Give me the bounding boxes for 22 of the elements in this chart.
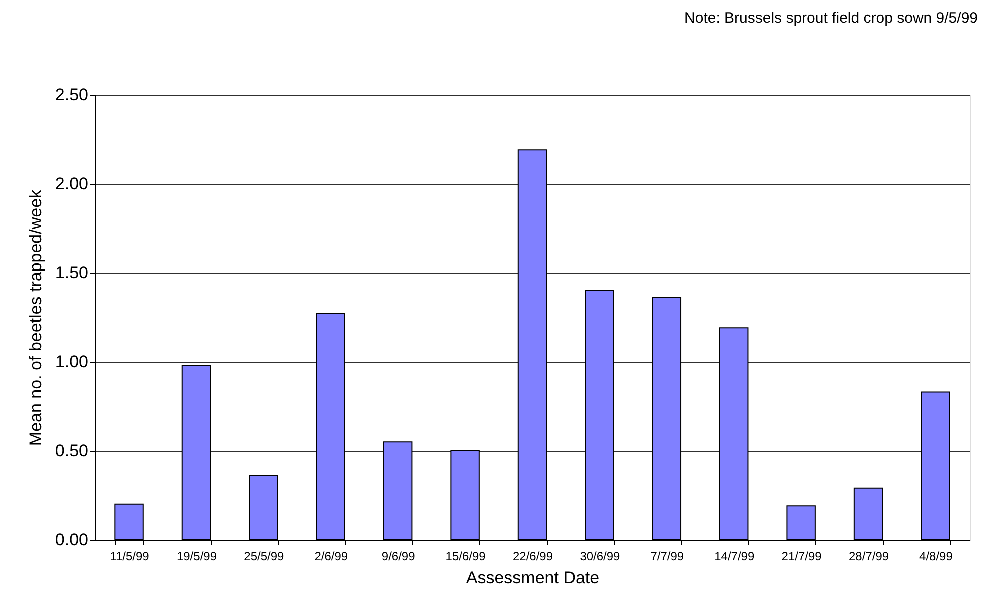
y-axis-title: Mean no. of beetles trapped/week	[26, 189, 46, 446]
x-tick-label: 14/7/99	[714, 550, 755, 564]
x-tick-label: 30/6/99	[580, 550, 621, 564]
x-tick-label: 19/5/99	[176, 550, 218, 564]
x-tick-label: 2/6/99	[314, 550, 348, 564]
text: Note: Brussels sprout field crop sown 9/5/99	[684, 10, 978, 27]
x-tick-label: 4/8/99	[920, 550, 954, 564]
y-tick-label: 2.00	[55, 174, 88, 194]
x-tick-label: 7/7/99	[650, 550, 684, 564]
x-tick-label: 15/6/99	[446, 550, 486, 564]
x-axis-title: Assessment Date	[466, 568, 600, 588]
x-tick-label: 21/7/99	[782, 550, 822, 564]
y-tick-label: 0.00	[55, 530, 88, 550]
x-tick-label: 11/5/99	[110, 550, 150, 564]
y-tick-label: 1.00	[55, 352, 88, 372]
x-tick-label: 9/6/99	[382, 550, 416, 564]
y-tick-label: 1.50	[55, 264, 88, 282]
x-tick-label: 25/5/99	[244, 550, 285, 564]
y-tick-label: 2.50	[55, 86, 88, 104]
y-tick-label: 0.50	[55, 442, 88, 460]
x-tick-label: 22/6/99	[512, 550, 554, 564]
x-tick-label: 28/7/99	[849, 550, 890, 564]
